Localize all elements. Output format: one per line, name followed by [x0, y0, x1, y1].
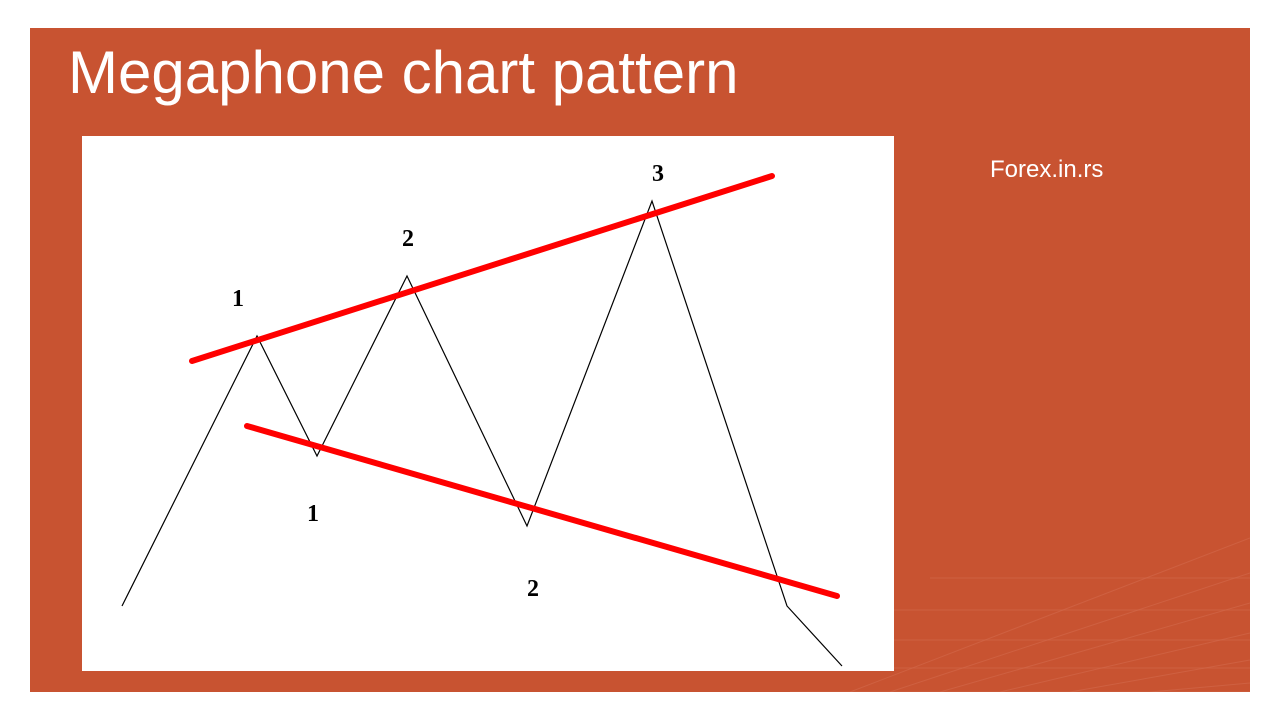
upper-label-2: 2 — [402, 226, 414, 252]
upper-trendline — [192, 176, 772, 361]
upper-label-1: 1 — [232, 286, 244, 312]
lower-label-2: 2 — [527, 576, 539, 602]
upper-label-3: 3 — [652, 161, 664, 187]
slide-panel: Megaphone chart pattern Forex.in.rs 1231… — [30, 28, 1250, 692]
attribution-text: Forex.in.rs — [990, 156, 1103, 184]
lower-trendline — [247, 426, 837, 596]
chart-box: 1 2 3 1 2 — [82, 136, 894, 671]
stage: Megaphone chart pattern Forex.in.rs 1231… — [0, 0, 1280, 720]
slide-title: Megaphone chart pattern — [68, 38, 738, 107]
megaphone-pattern-svg: 1 2 3 1 2 — [82, 136, 894, 671]
lower-label-1: 1 — [307, 501, 319, 527]
